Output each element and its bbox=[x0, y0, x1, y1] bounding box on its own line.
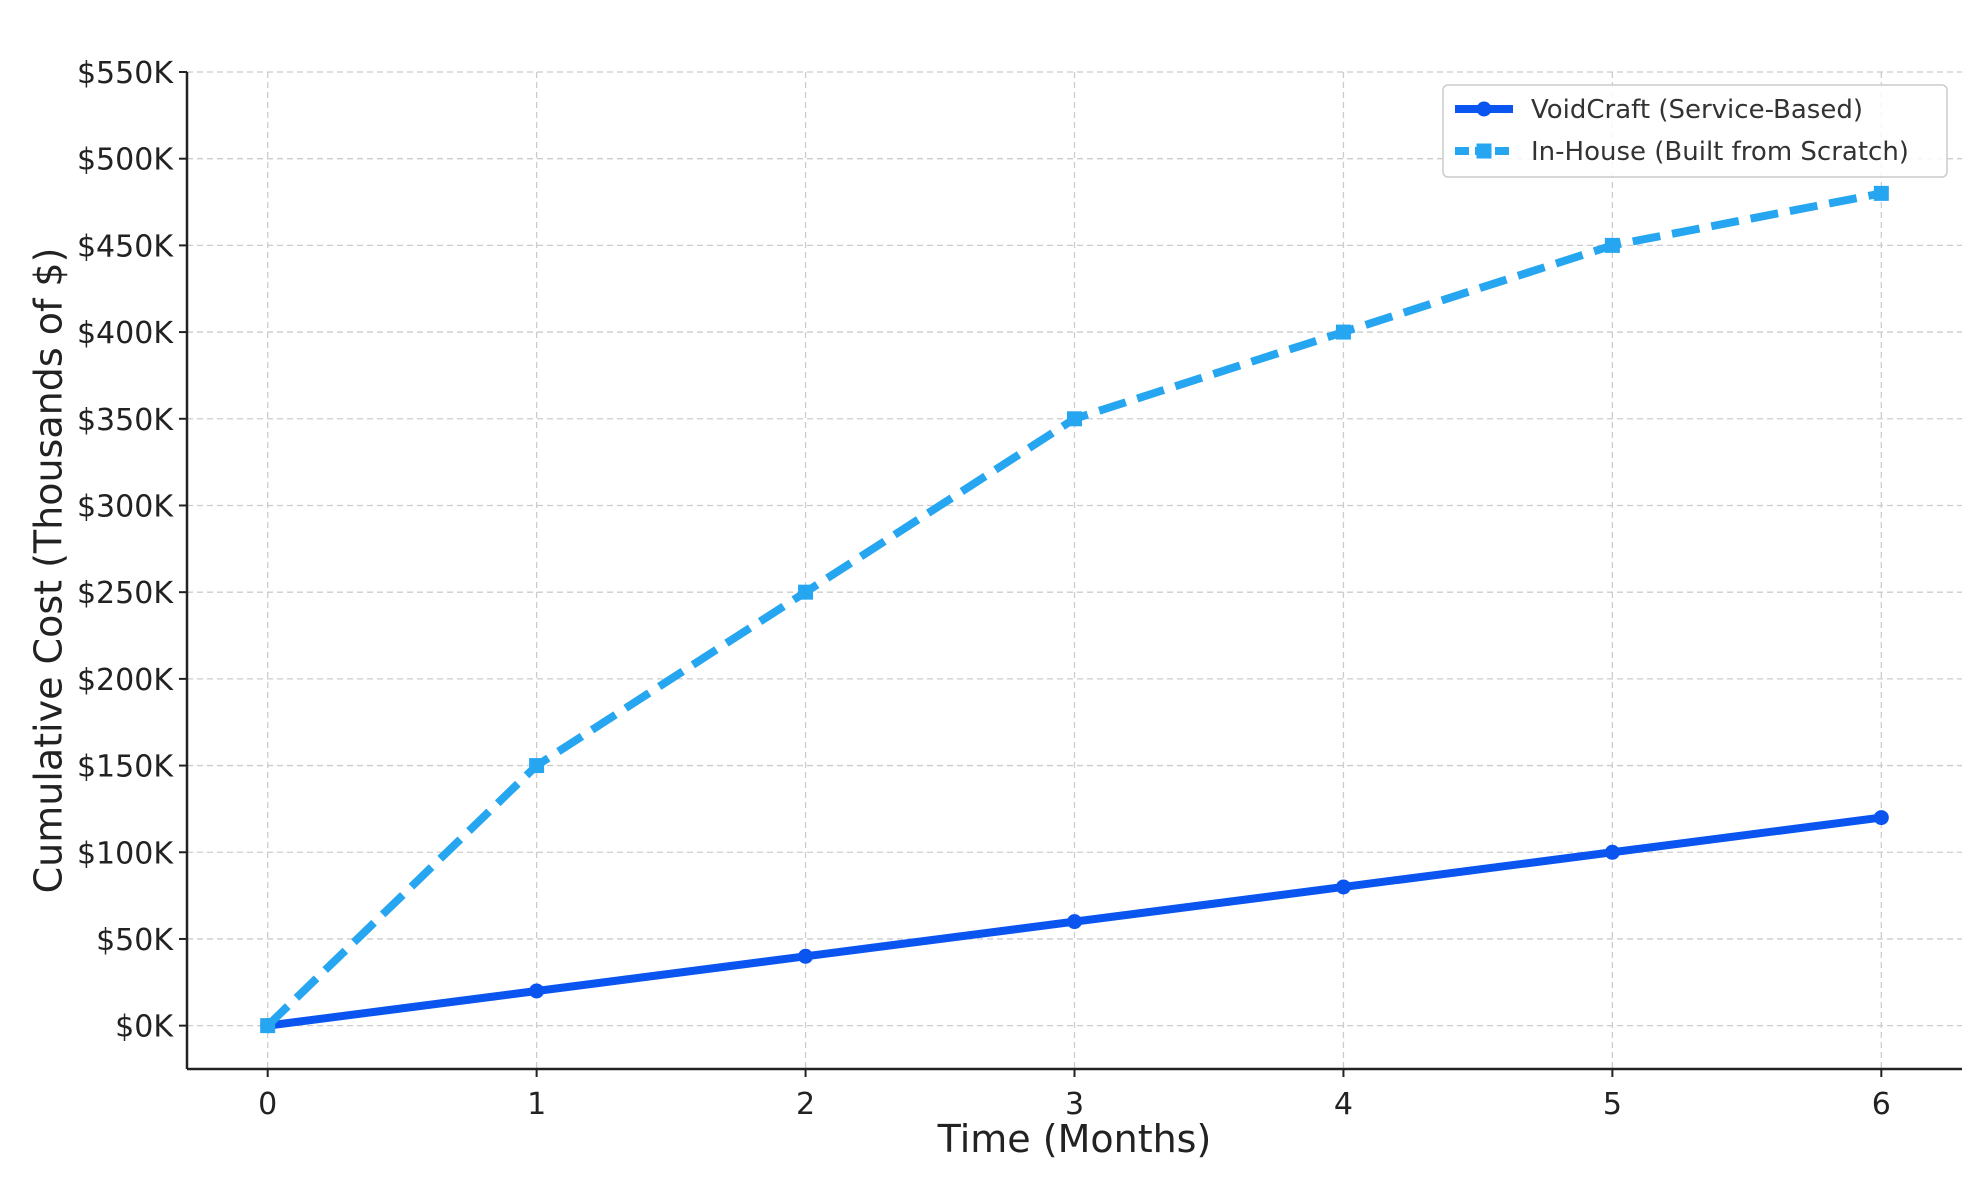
data-point-circle bbox=[798, 948, 814, 964]
y-axis-title: Cumulative Cost (Thousands of $) bbox=[26, 248, 70, 894]
x-axis-title: Time (Months) bbox=[937, 1117, 1212, 1161]
data-point-circle bbox=[1067, 914, 1082, 930]
legend-label-1: VoidCraft (Service-Based) bbox=[1531, 95, 1863, 125]
legend-box bbox=[1442, 84, 1948, 178]
legend-label-2: In-House (Built from Scratch) bbox=[1531, 137, 1909, 167]
data-point-square bbox=[1604, 237, 1620, 253]
data-point-square bbox=[529, 758, 545, 774]
y-tick-label: $300K bbox=[77, 489, 174, 524]
y-tick-label: $50K bbox=[96, 923, 174, 958]
x-tick-label: 3 bbox=[1065, 1087, 1084, 1122]
data-point-circle bbox=[1873, 810, 1889, 826]
x-tick-label: 6 bbox=[1872, 1087, 1891, 1122]
y-tick-label: $500K bbox=[77, 143, 174, 178]
series-layer bbox=[260, 185, 1889, 1034]
data-point-square bbox=[798, 584, 814, 600]
x-tick-label: 0 bbox=[258, 1087, 277, 1122]
data-point-square bbox=[1873, 185, 1889, 201]
data-point-circle bbox=[1604, 844, 1620, 860]
y-tick-label: $150K bbox=[77, 750, 174, 785]
y-tick-label: $400K bbox=[77, 316, 174, 351]
tick-labels: 0 1 2 3 4 5 6 $0K $50K $100K $150K $200K $250K $300K $… bbox=[77, 56, 1891, 1122]
x-tick-label: 5 bbox=[1603, 1087, 1622, 1122]
y-tick-label: $550K bbox=[77, 56, 174, 91]
series-line-2 bbox=[264, 189, 1883, 1029]
legend-marker-circle bbox=[1476, 101, 1492, 117]
data-point-square bbox=[1067, 411, 1082, 427]
x-tick-label: 1 bbox=[527, 1087, 546, 1122]
y-tick-label: $100K bbox=[77, 836, 174, 871]
y-tick-label: $200K bbox=[77, 663, 174, 698]
x-tick-label: 4 bbox=[1334, 1087, 1353, 1122]
data-point-square bbox=[1335, 324, 1351, 340]
y-tick-label: $350K bbox=[77, 403, 174, 438]
x-tick-label: 2 bbox=[796, 1087, 815, 1122]
y-tick-label: $450K bbox=[77, 229, 174, 264]
grid bbox=[187, 71, 1962, 1069]
y-tick-label: $0K bbox=[115, 1010, 174, 1045]
data-point-circle bbox=[1335, 879, 1351, 895]
legend: VoidCraft (Service-Based) In-House (Built… bbox=[1442, 84, 1948, 178]
y-tick-label: $250K bbox=[77, 576, 174, 611]
data-point-circle bbox=[529, 983, 545, 999]
data-point-square bbox=[260, 1018, 276, 1034]
legend-marker-square bbox=[1476, 143, 1492, 159]
